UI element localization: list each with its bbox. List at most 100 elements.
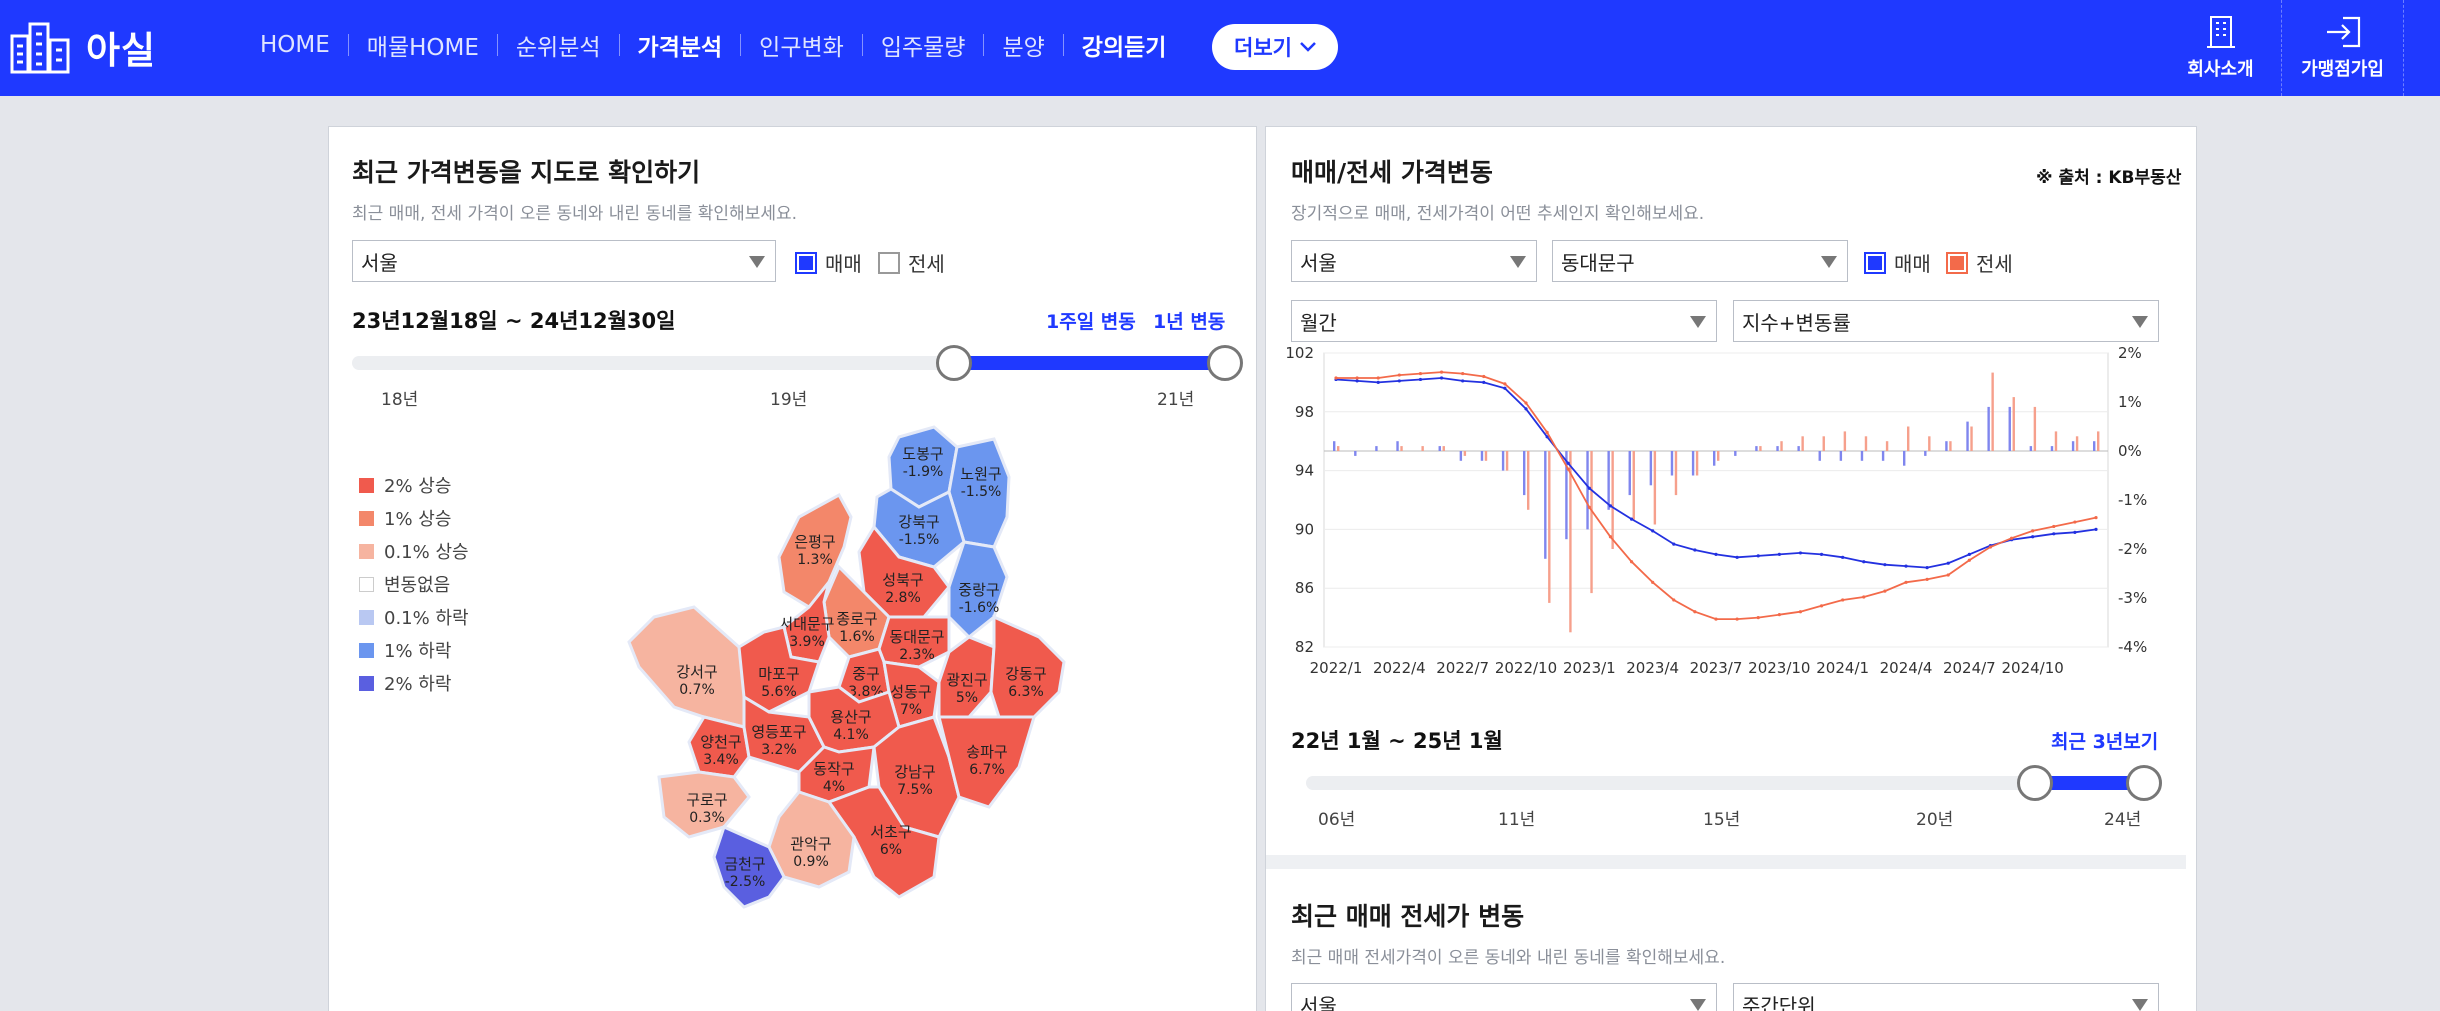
nav-price-analysis[interactable]: 가격분석 — [637, 35, 723, 61]
company-intro-link[interactable]: 회사소개 — [2160, 0, 2282, 96]
change-bar-매매 — [1438, 446, 1441, 451]
y-left-tick-label: 82 — [1295, 638, 1314, 656]
price-jeonse-checkbox[interactable]: 전세 — [1946, 248, 2013, 277]
map-slider-tick: 19년 — [770, 390, 808, 410]
price-region-select[interactable]: 서울 — [1291, 240, 1537, 282]
jeonse-checkbox-label: 전세 — [908, 252, 945, 276]
change-bar-매매 — [2050, 446, 2054, 451]
change-bar-전세 — [1569, 451, 1572, 633]
index-point-전세 — [1883, 589, 1887, 593]
index-point-매매 — [1735, 555, 1739, 559]
district-value-label: 5.6% — [761, 684, 797, 700]
price-slider-start-handle[interactable] — [2017, 765, 2054, 801]
nav-separator — [1062, 34, 1064, 56]
recent-region-select[interactable]: 서울 — [1291, 983, 1717, 1011]
district-관악구[interactable] — [767, 790, 856, 889]
index-point-전세 — [2073, 520, 2077, 524]
change-bar-전세 — [1400, 446, 1403, 451]
index-point-전세 — [1777, 613, 1781, 617]
district-value-label: -1.5% — [899, 532, 940, 548]
legend-item: 1% 상승 — [359, 505, 451, 531]
dropdown-arrow-icon — [1690, 999, 1706, 1011]
change-bar-매매 — [1628, 451, 1631, 496]
nav-separator — [618, 34, 620, 56]
change-bar-매매 — [1924, 451, 1927, 456]
nav-listing-home[interactable]: 매물HOME — [366, 35, 479, 61]
nav-presale[interactable]: 분양 — [1002, 35, 1045, 61]
price-region-value: 서울 — [1300, 250, 1337, 275]
district-name-label: 강남구 — [894, 763, 935, 781]
index-point-전세 — [1608, 535, 1613, 539]
district-value-label: 3.9% — [789, 634, 825, 650]
district-광진구[interactable] — [937, 635, 996, 719]
price-slider-end-handle[interactable] — [2126, 765, 2162, 801]
district-value-label: 4.1% — [833, 727, 869, 743]
franchise-join-link[interactable]: 가맹점가입 — [2282, 0, 2404, 96]
index-point-매매 — [1714, 552, 1718, 556]
more-button[interactable]: 더보기 — [1212, 24, 1338, 70]
nav-separator — [496, 34, 498, 56]
one-week-change-link[interactable]: 1주일 변동 — [1046, 311, 1136, 333]
mode-select[interactable]: 지수+변동률 — [1733, 300, 2159, 342]
change-bar-전세 — [1548, 451, 1551, 603]
district-select[interactable]: 동대문구 — [1552, 240, 1848, 282]
change-bar-전세 — [1991, 372, 1994, 451]
price-sale-checkbox[interactable]: 매매 — [1864, 248, 1931, 277]
change-bar-전세 — [1864, 436, 1868, 451]
change-bar-매매 — [1375, 446, 1378, 451]
district-금천구[interactable] — [712, 824, 786, 909]
district-중랑구[interactable] — [947, 540, 1009, 640]
jeonse-checkbox[interactable]: 전세 — [878, 248, 945, 277]
y-left-tick-label: 86 — [1295, 579, 1314, 597]
data-source-note: ※ 출처 : KB부동산 — [2036, 168, 2182, 188]
nav-separator — [740, 34, 742, 56]
map-slider-end-handle[interactable] — [1207, 345, 1243, 381]
index-point-매매 — [1862, 560, 1866, 564]
change-bar-전세 — [2075, 436, 2079, 451]
map-panel: 최근 가격변동을 지도로 확인하기 최근 매매, 전세 가격이 오른 동네와 내… — [328, 126, 1257, 1011]
price-panel-title: 매매/전세 가격변동 — [1291, 158, 1493, 187]
dropdown-arrow-icon — [749, 256, 765, 268]
district-value-label: -1.5% — [961, 484, 1002, 500]
change-bar-전세 — [1780, 441, 1783, 451]
change-bar-전세 — [1674, 451, 1678, 496]
change-bar-전세 — [1632, 451, 1635, 520]
map-slider-start-handle[interactable] — [936, 345, 973, 381]
district-value-label: 0.7% — [679, 682, 715, 698]
nav-population[interactable]: 인구변화 — [759, 35, 844, 61]
change-bar-전세 — [2033, 406, 2037, 451]
district-name-label: 마포구 — [758, 665, 799, 683]
price-slider-tick: 15년 — [1703, 810, 1741, 830]
change-bar-전세 — [1653, 451, 1657, 525]
nav-ranking[interactable]: 순위분석 — [515, 35, 601, 61]
sale-checkbox[interactable]: 매매 — [795, 248, 862, 277]
nav-supply[interactable]: 입주물량 — [880, 35, 966, 61]
nav-lectures[interactable]: 강의듣기 — [1081, 35, 1167, 61]
index-point-전세 — [1798, 610, 1803, 614]
logo[interactable]: 아실 — [8, 18, 156, 76]
legend-item: 변동없음 — [359, 571, 450, 597]
index-point-전세 — [1714, 617, 1718, 621]
index-point-전세 — [1397, 373, 1401, 377]
district-name-label: 도봉구 — [902, 445, 943, 463]
change-bar-매매 — [1839, 451, 1843, 461]
district-송파구[interactable] — [937, 715, 1037, 809]
x-tick-label: 2024/10 — [2002, 659, 2064, 677]
legend-label: 1% 상승 — [384, 509, 452, 530]
nav-home[interactable]: HOME — [260, 32, 330, 58]
index-point-매매 — [1672, 542, 1676, 546]
dropdown-arrow-icon — [1821, 256, 1837, 268]
district-name-label: 관악구 — [790, 835, 831, 853]
legend-swatch — [359, 609, 374, 625]
index-point-매매 — [1651, 529, 1655, 533]
price-slider-track[interactable] — [1306, 776, 2144, 790]
index-point-매매 — [1503, 386, 1507, 390]
period-select[interactable]: 월간 — [1291, 300, 1717, 342]
change-bar-매매 — [1903, 451, 1906, 466]
recent-3years-link[interactable]: 최근 3년보기 — [2051, 731, 2159, 753]
change-bar-전세 — [2012, 397, 2015, 451]
one-year-change-link[interactable]: 1년 변동 — [1153, 311, 1226, 333]
region-select[interactable]: 서울 — [352, 240, 776, 282]
recent-unit-select[interactable]: 주간단위 — [1733, 983, 2159, 1011]
district-구로구[interactable] — [657, 770, 751, 839]
